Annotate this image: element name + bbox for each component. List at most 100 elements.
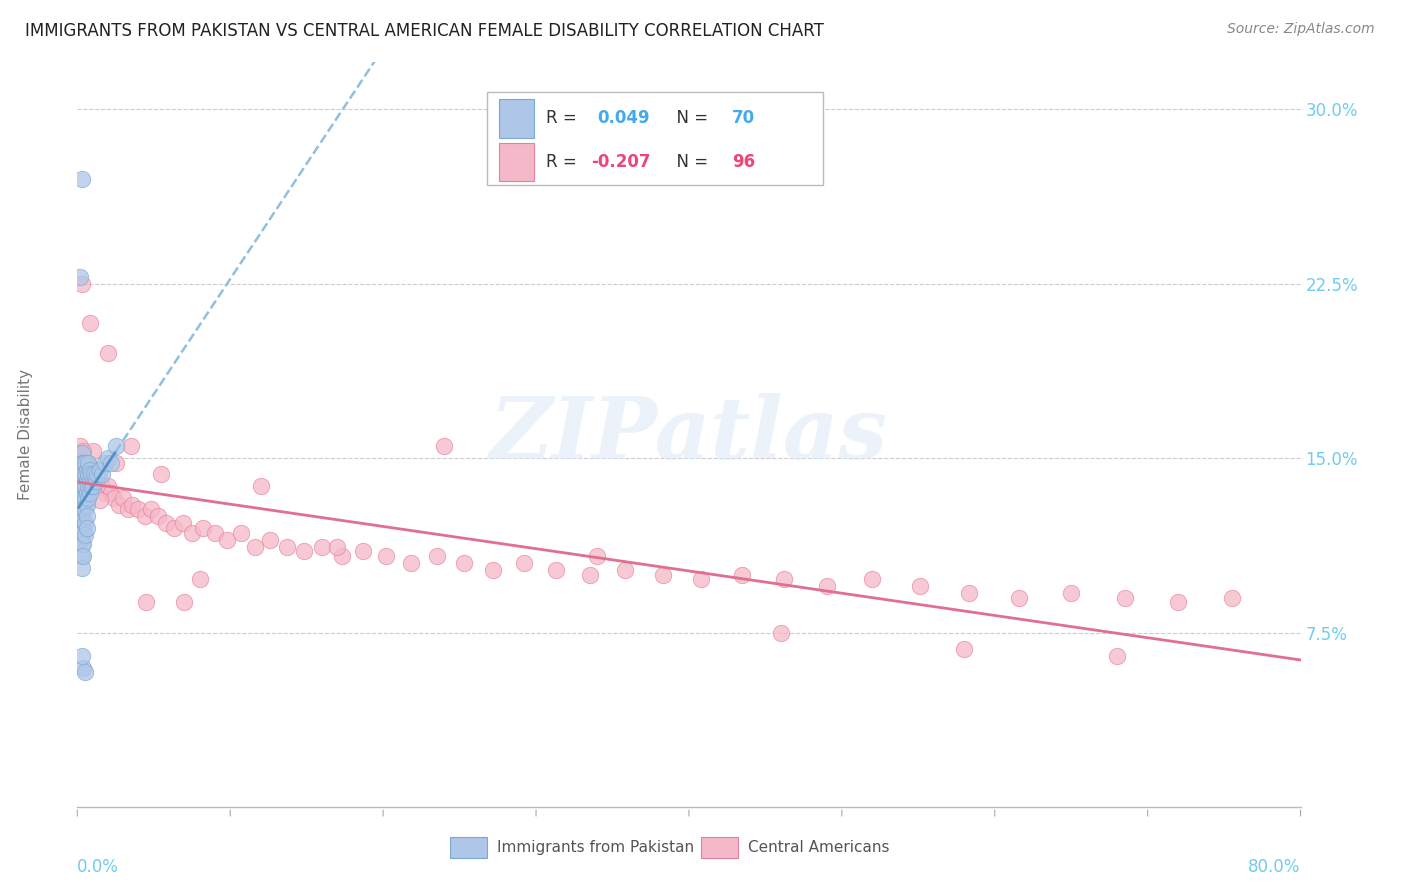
Point [76, 521, 98, 535]
Point [77, 467, 100, 482]
Point [453, 556, 475, 570]
Point [181, 525, 204, 540]
Text: IMMIGRANTS FROM PAKISTAN VS CENTRAL AMERICAN FEMALE DISABILITY CORRELATION CHART: IMMIGRANTS FROM PAKISTAN VS CENTRAL AMER… [25, 22, 824, 40]
Point [1107, 648, 1129, 663]
Point [134, 509, 156, 524]
FancyBboxPatch shape [499, 143, 534, 181]
Point [69, 533, 91, 547]
Point [953, 642, 976, 657]
Point [79, 475, 101, 489]
Point [769, 625, 792, 640]
Point [69, 502, 91, 516]
Point [69, 498, 91, 512]
Point [578, 567, 600, 582]
Point [69, 521, 91, 535]
Point [73, 456, 96, 470]
Point [73, 528, 96, 542]
Point [67, 456, 90, 470]
Point [97, 479, 120, 493]
Point [79, 486, 101, 500]
Point [69, 440, 91, 454]
Point [731, 567, 754, 582]
Point [80, 479, 103, 493]
FancyBboxPatch shape [499, 99, 534, 137]
Point [94, 486, 117, 500]
Point [73, 456, 96, 470]
Point [311, 540, 333, 554]
Point [79, 463, 101, 477]
Point [69, 475, 91, 489]
Text: 70: 70 [731, 110, 755, 128]
Point [250, 479, 273, 493]
Point [72, 525, 94, 540]
Point [82, 479, 104, 493]
Point [72, 549, 94, 563]
Point [90, 479, 112, 493]
Point [375, 549, 398, 563]
Point [72, 660, 94, 674]
Point [69, 516, 91, 531]
Point [79, 316, 101, 330]
Point [908, 579, 931, 593]
Point [67, 509, 90, 524]
Point [69, 463, 91, 477]
Point [87, 479, 110, 493]
Point [352, 544, 374, 558]
Point [426, 549, 449, 563]
Point [326, 540, 349, 554]
Point [72, 456, 94, 470]
Text: R =: R = [546, 110, 588, 128]
Point [70, 446, 93, 460]
Point [70, 171, 93, 186]
Point [70, 560, 93, 574]
Point [70, 502, 93, 516]
Point [1114, 591, 1136, 605]
Point [204, 525, 226, 540]
Point [150, 467, 173, 482]
Point [72, 479, 94, 493]
Point [73, 665, 96, 680]
Point [259, 533, 281, 547]
Point [72, 502, 94, 516]
Text: R =: R = [546, 153, 582, 171]
Point [100, 486, 122, 500]
Text: 96: 96 [731, 153, 755, 171]
Text: Female Disability: Female Disability [18, 369, 34, 500]
Point [148, 509, 170, 524]
Point [70, 456, 93, 470]
Point [76, 486, 98, 500]
Point [1008, 591, 1031, 605]
Point [70, 467, 93, 482]
Point [79, 463, 101, 477]
Point [97, 346, 120, 360]
Point [77, 467, 100, 482]
Point [73, 467, 96, 482]
Point [229, 525, 252, 540]
Point [104, 440, 127, 454]
Point [76, 498, 98, 512]
Text: Central Americans: Central Americans [748, 840, 889, 855]
Point [70, 456, 93, 470]
Point [90, 467, 112, 482]
Point [80, 479, 103, 493]
Point [76, 475, 98, 489]
Text: -0.207: -0.207 [591, 153, 651, 171]
Point [72, 456, 94, 470]
Point [67, 486, 90, 500]
Point [613, 563, 636, 577]
Point [1060, 586, 1083, 600]
Point [76, 463, 98, 477]
Point [82, 479, 104, 493]
Point [69, 463, 91, 477]
Text: Immigrants from Pakistan: Immigrants from Pakistan [496, 840, 695, 855]
Point [86, 467, 108, 482]
Point [79, 475, 101, 489]
Point [89, 475, 111, 489]
Point [89, 463, 111, 477]
Point [330, 549, 353, 563]
Point [513, 556, 536, 570]
Point [73, 502, 96, 516]
Point [135, 595, 157, 609]
FancyBboxPatch shape [702, 837, 738, 858]
Point [70, 648, 93, 663]
